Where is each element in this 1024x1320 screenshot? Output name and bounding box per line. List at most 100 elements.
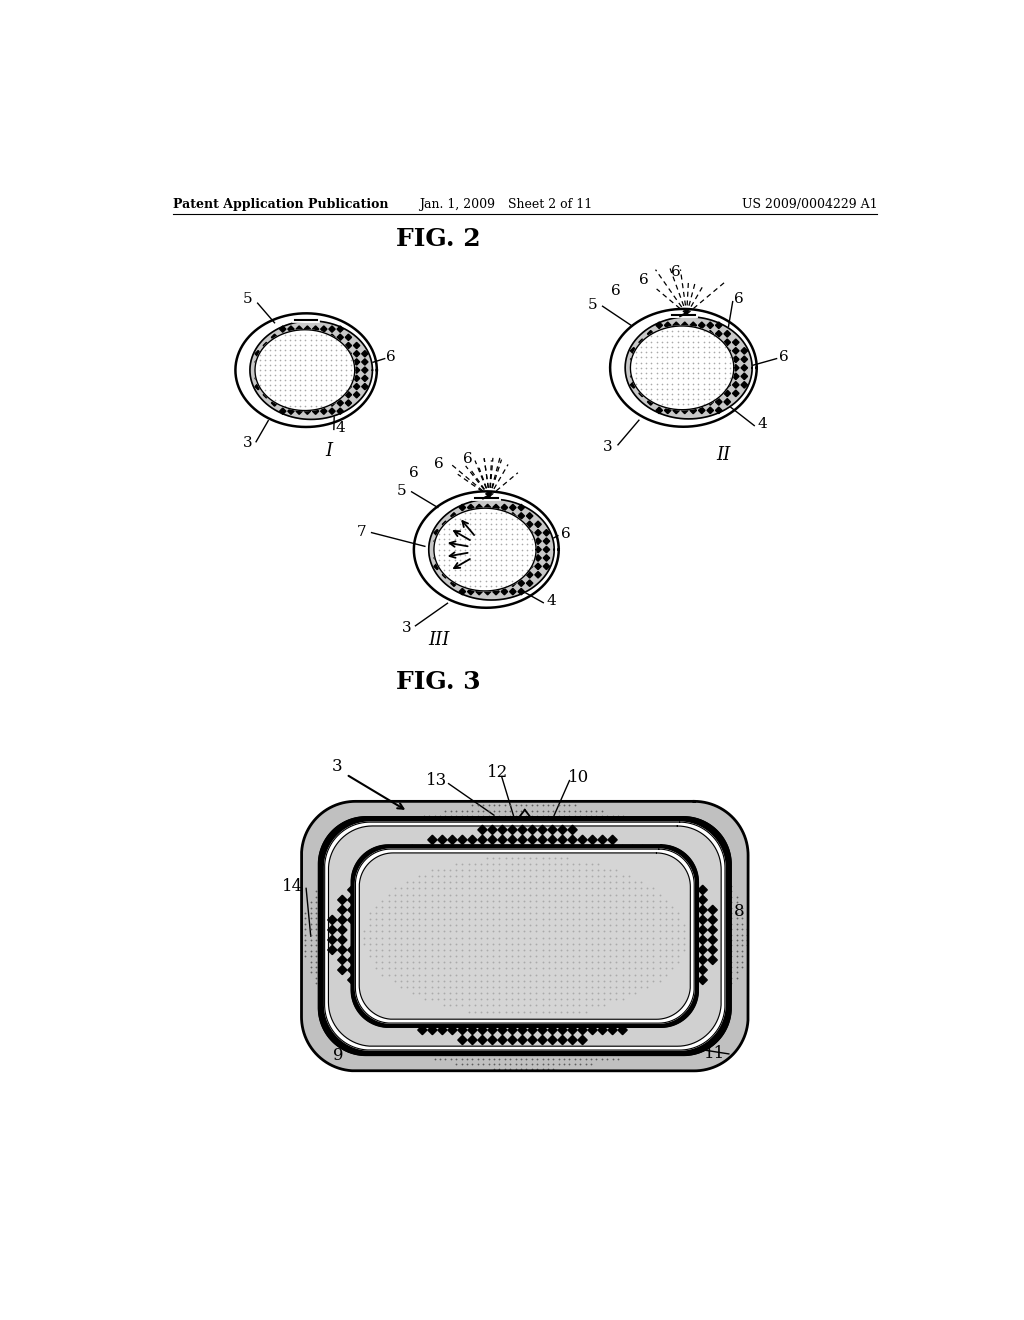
Polygon shape (321, 326, 327, 333)
Polygon shape (468, 546, 474, 553)
Polygon shape (647, 356, 654, 363)
Polygon shape (337, 375, 343, 381)
Polygon shape (280, 326, 286, 333)
Polygon shape (288, 359, 294, 366)
Polygon shape (647, 364, 654, 371)
Polygon shape (329, 334, 335, 341)
Polygon shape (368, 875, 377, 884)
Polygon shape (732, 347, 739, 354)
Polygon shape (724, 391, 730, 396)
Polygon shape (361, 359, 368, 366)
Polygon shape (558, 836, 567, 845)
Text: 3: 3 (401, 622, 411, 635)
Polygon shape (665, 339, 671, 346)
Polygon shape (501, 579, 508, 586)
Polygon shape (468, 579, 474, 586)
Polygon shape (329, 383, 335, 389)
Text: 6: 6 (463, 451, 473, 466)
Polygon shape (538, 836, 547, 845)
Polygon shape (673, 391, 680, 396)
Polygon shape (255, 375, 261, 381)
Polygon shape (478, 1026, 487, 1035)
Polygon shape (673, 381, 680, 388)
Polygon shape (296, 375, 302, 381)
Polygon shape (414, 491, 559, 607)
Polygon shape (345, 400, 351, 407)
Polygon shape (329, 367, 335, 374)
Polygon shape (658, 1006, 668, 1015)
Polygon shape (526, 579, 532, 586)
Polygon shape (312, 408, 318, 414)
Polygon shape (724, 364, 730, 371)
Polygon shape (510, 572, 516, 578)
Polygon shape (688, 975, 697, 985)
Polygon shape (357, 965, 367, 974)
Polygon shape (707, 322, 714, 329)
Polygon shape (484, 546, 490, 553)
Polygon shape (271, 342, 278, 348)
Polygon shape (484, 512, 490, 519)
Polygon shape (707, 330, 714, 337)
Polygon shape (328, 945, 337, 954)
Text: 2: 2 (265, 375, 276, 392)
Polygon shape (528, 825, 538, 834)
Polygon shape (548, 825, 557, 834)
Polygon shape (698, 975, 708, 985)
Polygon shape (678, 875, 687, 884)
Polygon shape (698, 399, 705, 405)
Polygon shape (568, 1026, 578, 1035)
Text: 8: 8 (482, 541, 490, 556)
Polygon shape (459, 512, 466, 519)
Polygon shape (361, 367, 368, 374)
Text: 6: 6 (778, 350, 788, 364)
Polygon shape (501, 539, 508, 544)
Polygon shape (690, 356, 696, 363)
Polygon shape (658, 855, 668, 865)
Polygon shape (338, 906, 347, 915)
Polygon shape (698, 339, 705, 346)
Polygon shape (741, 364, 748, 371)
Polygon shape (438, 1026, 447, 1035)
Polygon shape (526, 546, 532, 553)
Polygon shape (338, 915, 347, 924)
Polygon shape (468, 564, 474, 570)
Polygon shape (578, 1035, 587, 1044)
Polygon shape (639, 374, 645, 380)
Polygon shape (698, 925, 708, 935)
Polygon shape (708, 906, 717, 915)
Polygon shape (271, 359, 278, 366)
Polygon shape (428, 836, 437, 845)
Polygon shape (598, 1026, 607, 1035)
Polygon shape (478, 1035, 487, 1044)
Polygon shape (442, 529, 449, 536)
Polygon shape (459, 572, 466, 578)
Polygon shape (288, 383, 294, 389)
Polygon shape (329, 826, 721, 1047)
Polygon shape (459, 529, 466, 536)
Polygon shape (508, 825, 517, 834)
Polygon shape (408, 1006, 417, 1015)
Polygon shape (673, 364, 680, 371)
Text: 2: 2 (656, 381, 668, 397)
Polygon shape (493, 589, 500, 595)
Polygon shape (543, 546, 550, 553)
Polygon shape (673, 407, 680, 413)
Polygon shape (345, 342, 351, 348)
Polygon shape (493, 546, 500, 553)
Polygon shape (447, 1015, 457, 1024)
Polygon shape (518, 554, 524, 561)
Polygon shape (338, 965, 347, 974)
Polygon shape (321, 367, 327, 374)
Polygon shape (442, 554, 449, 561)
Polygon shape (690, 381, 696, 388)
Polygon shape (598, 1015, 607, 1024)
Polygon shape (568, 825, 578, 834)
Polygon shape (418, 855, 427, 865)
Polygon shape (628, 855, 637, 865)
Polygon shape (468, 539, 474, 544)
Polygon shape (526, 564, 532, 570)
Polygon shape (476, 512, 482, 519)
Text: 2: 2 (458, 557, 469, 573)
Polygon shape (698, 945, 708, 954)
Text: 5: 5 (243, 292, 252, 306)
